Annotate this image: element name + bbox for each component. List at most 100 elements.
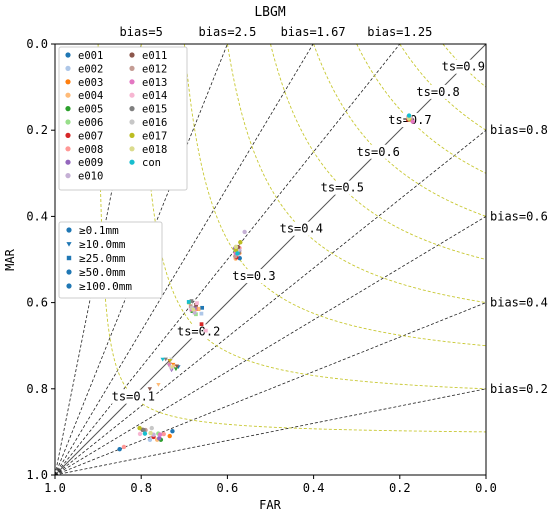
threshold-legend-label: ≥100.0mm — [79, 280, 132, 293]
data-point — [189, 299, 194, 303]
ts-curve-0 — [97, 44, 486, 433]
bias-line-7 — [55, 302, 486, 475]
chart-title: LBGM — [254, 5, 285, 20]
legend-marker — [129, 92, 135, 98]
data-point — [137, 431, 143, 437]
data-point — [121, 444, 127, 450]
legend-label: e012 — [142, 63, 167, 75]
data-point — [149, 425, 154, 431]
legend-label: e003 — [78, 77, 103, 89]
ts-curve-5 — [313, 44, 486, 217]
ts-label-bg-1 — [176, 324, 222, 339]
y-tick-label: 0.4 — [26, 209, 48, 223]
legend-label: e016 — [142, 117, 167, 129]
data-point — [200, 305, 205, 310]
x-tick-label: 0.4 — [303, 481, 325, 495]
threshold-legend-marker — [66, 283, 72, 289]
plot-frame — [54, 43, 487, 476]
ts-labels: ts=0.1 ts=0.2 ts=0.3 ts=0.4 ts=0.5 ts=0.6 ts=0… — [110, 59, 486, 404]
data-point — [161, 431, 166, 437]
y-tick-label: 1.0 — [26, 468, 48, 482]
data-point — [137, 425, 142, 431]
legend-marker — [129, 52, 135, 58]
bias-label-5: bias=0.8 — [490, 123, 548, 137]
legend-marker — [65, 92, 71, 98]
ts-curve-4 — [270, 44, 486, 260]
legend-marker — [65, 79, 71, 85]
legend-label: e001 — [78, 50, 103, 62]
legend-marker — [129, 79, 135, 85]
bias-line-5 — [55, 129, 486, 475]
data-point — [169, 365, 175, 370]
data-point — [233, 247, 239, 253]
ts-curve-6 — [356, 44, 486, 174]
bias-labels: bias=5 bias=2.5 bias=1.67 bias=1.25 bias=0.8… — [120, 25, 548, 396]
y-tick-label: 0.6 — [26, 296, 48, 310]
bias-label-7: bias=0.4 — [490, 296, 548, 310]
ts-label-bg-5 — [355, 144, 401, 159]
data-point — [237, 255, 242, 261]
ts-label-bg-4 — [319, 180, 365, 195]
legend-label: e004 — [78, 90, 103, 102]
threshold-legend-label: ≥0.1mm — [79, 224, 119, 237]
bias-line-2 — [55, 44, 314, 475]
data-point — [156, 382, 161, 387]
data-point — [192, 310, 197, 315]
data-point — [117, 446, 122, 452]
y-tick-label: 0.8 — [26, 382, 48, 396]
ts-label-1: ts=0.2 — [177, 324, 220, 338]
x-axis: 1.0 0.8 0.6 0.4 0.2 0.0 — [44, 475, 497, 495]
legend-label: e017 — [142, 130, 167, 142]
ts-curve-3 — [226, 44, 486, 304]
data-point — [147, 387, 153, 391]
legend-label: e006 — [78, 117, 103, 129]
legend-marker — [129, 119, 135, 125]
data-point — [410, 119, 415, 124]
data-point — [242, 229, 247, 235]
bias-label-8: bias=0.2 — [490, 382, 548, 396]
bias-label-0: bias=5 — [120, 25, 163, 39]
legend-label: e007 — [78, 130, 103, 142]
ts-label-5: ts=0.6 — [357, 145, 400, 159]
threshold-legend-label: ≥25.0mm — [79, 252, 126, 265]
legend-marker — [129, 65, 135, 71]
ts-label-4: ts=0.5 — [321, 181, 364, 195]
data-point — [160, 357, 165, 362]
data-point — [167, 363, 172, 368]
legend-marker — [65, 132, 71, 138]
bias-label-3: bias=1.25 — [367, 25, 432, 39]
legend-marker — [65, 146, 71, 152]
data-point — [195, 301, 199, 305]
threshold-legend-marker — [66, 255, 72, 261]
y-axis: 0.0 0.2 0.4 0.6 0.8 1.0 — [26, 37, 55, 482]
bias-label-1: bias=2.5 — [199, 25, 257, 39]
threshold-legend-label: ≥10.0mm — [79, 238, 126, 251]
data-points — [117, 113, 415, 452]
data-point — [157, 432, 163, 437]
ts-label-3: ts=0.4 — [280, 222, 323, 236]
legend-marker — [129, 106, 135, 112]
data-point — [203, 328, 208, 333]
legend-label: e005 — [78, 104, 103, 116]
y-axis-label: MAR — [3, 248, 17, 270]
data-point — [406, 113, 412, 118]
data-point — [167, 433, 172, 439]
threshold-legend-label: ≥50.0mm — [79, 266, 126, 279]
legend-marker — [65, 52, 71, 58]
legend-marker — [65, 106, 71, 112]
ts-label-bg-7 — [415, 84, 461, 99]
x-tick-label: 0.6 — [217, 481, 239, 495]
ts-label-8: ts=0.9 — [442, 60, 485, 74]
legend-label: e010 — [78, 171, 103, 183]
data-point — [147, 437, 153, 442]
data-point — [186, 300, 191, 304]
data-point — [170, 429, 175, 434]
legend-label: e014 — [142, 90, 167, 102]
data-point — [167, 358, 173, 363]
legend-marker — [129, 159, 135, 165]
legend-marker — [65, 119, 71, 125]
data-point — [173, 367, 179, 372]
legend-label: e002 — [78, 63, 103, 75]
bias-label-6: bias=0.6 — [490, 209, 548, 223]
